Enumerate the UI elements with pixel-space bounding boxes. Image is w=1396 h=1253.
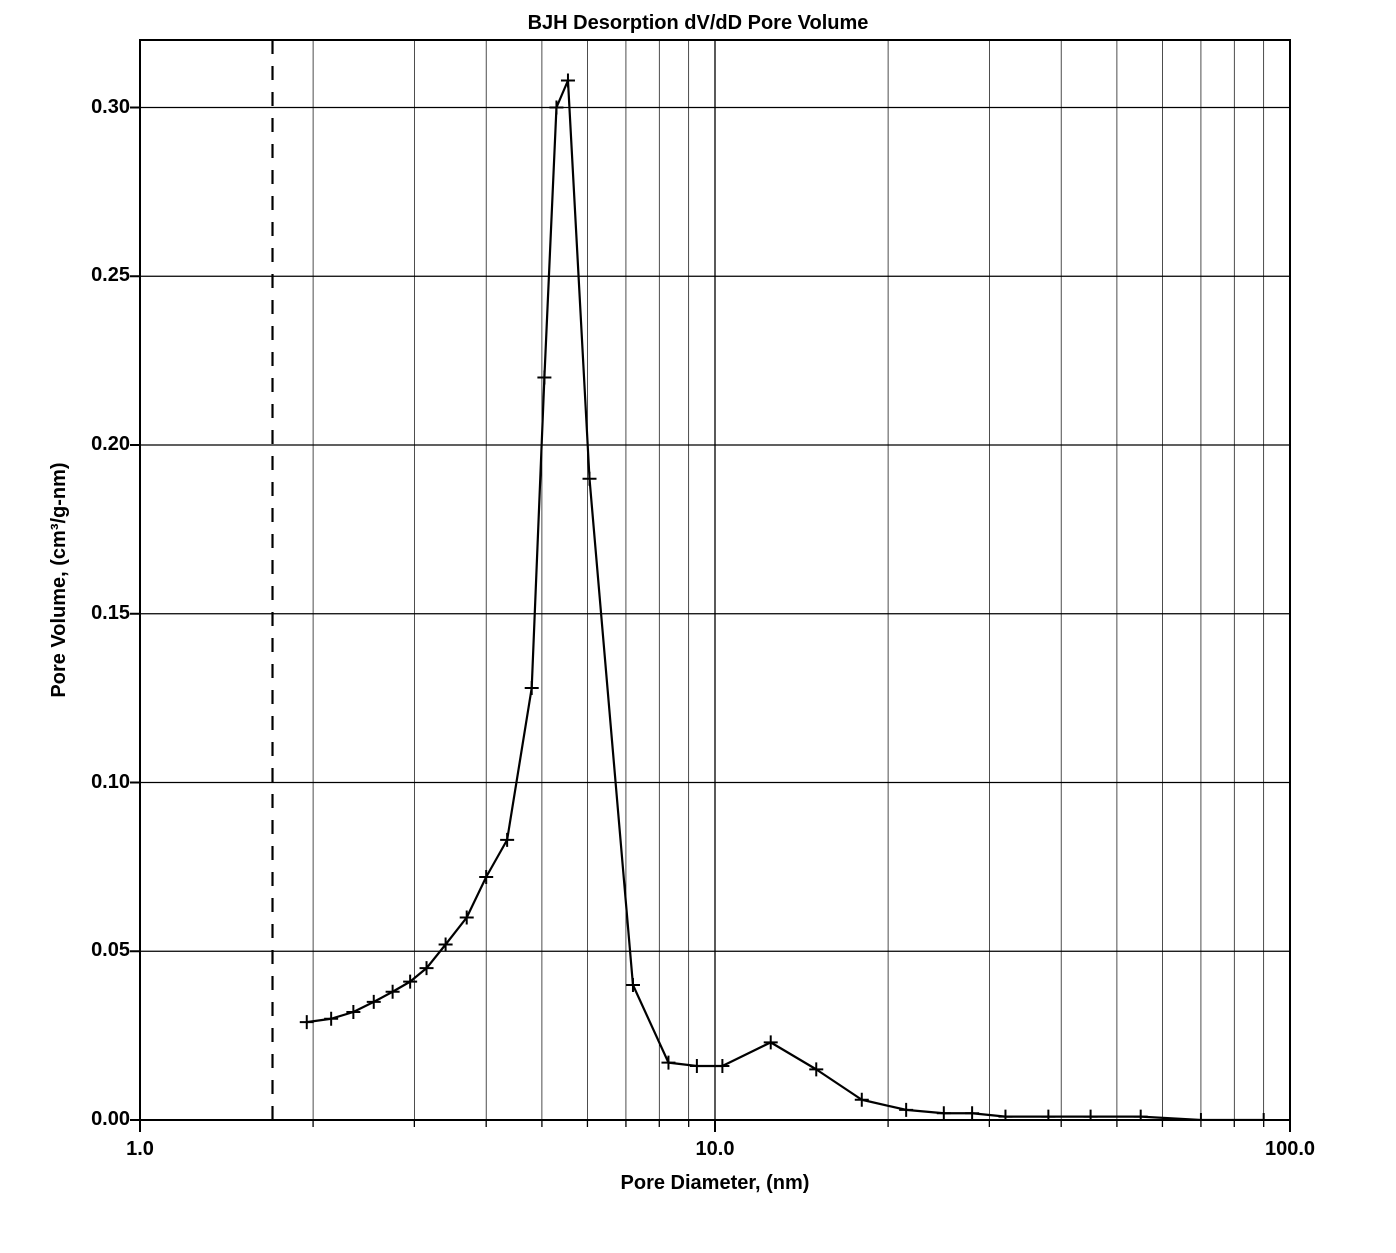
x-tick-label: 10.0	[665, 1138, 765, 1161]
y-tick-label: 0.15	[60, 602, 130, 625]
y-tick-label: 0.00	[60, 1108, 130, 1131]
plot-svg	[0, 0, 1396, 1253]
y-tick-label: 0.30	[60, 96, 130, 119]
x-tick-label: 1.0	[90, 1138, 190, 1161]
chart-container: BJH Desorption dV/dD Pore Volume Pore Di…	[0, 0, 1396, 1253]
y-tick-label: 0.25	[60, 264, 130, 287]
x-axis-label: Pore Diameter, (nm)	[140, 1172, 1290, 1195]
x-tick-label: 100.0	[1240, 1138, 1340, 1161]
y-tick-label: 0.05	[60, 939, 130, 962]
y-tick-label: 0.20	[60, 433, 130, 456]
y-tick-label: 0.10	[60, 771, 130, 794]
